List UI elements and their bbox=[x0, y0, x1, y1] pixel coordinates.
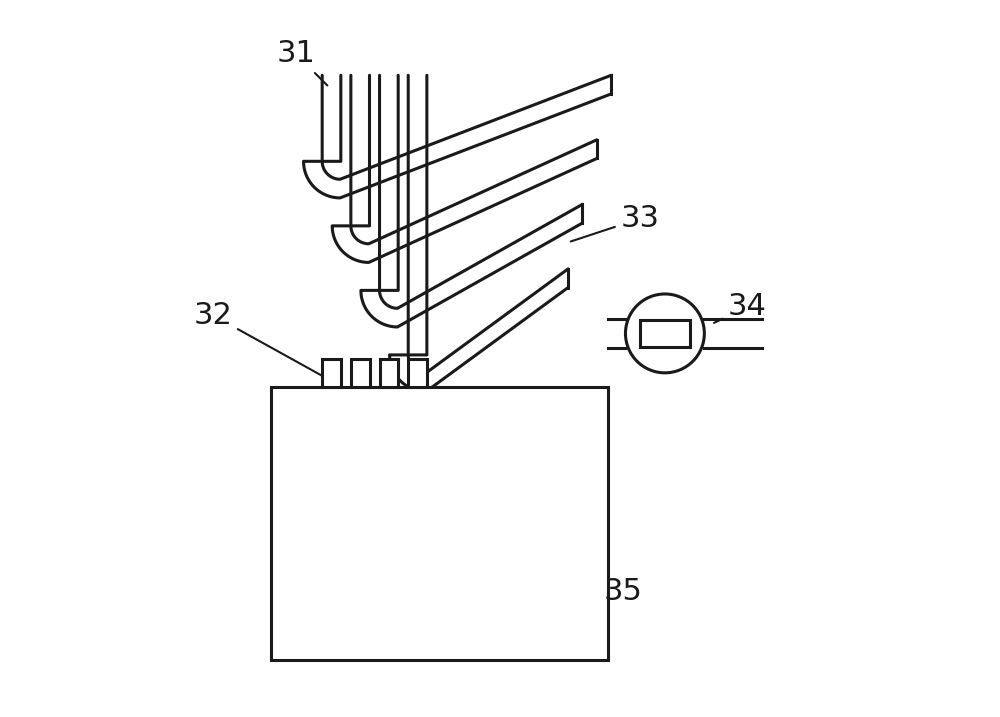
Bar bbox=[408, 358, 427, 387]
Circle shape bbox=[625, 294, 704, 373]
Bar bbox=[271, 387, 608, 660]
Bar bbox=[322, 358, 341, 387]
Bar bbox=[351, 358, 370, 387]
Text: 34: 34 bbox=[714, 293, 767, 323]
Text: 31: 31 bbox=[276, 39, 327, 85]
Text: 33: 33 bbox=[571, 204, 659, 242]
Text: 35: 35 bbox=[604, 577, 643, 606]
Bar bbox=[380, 358, 398, 387]
Bar bbox=[640, 320, 690, 347]
Text: 32: 32 bbox=[194, 301, 331, 381]
